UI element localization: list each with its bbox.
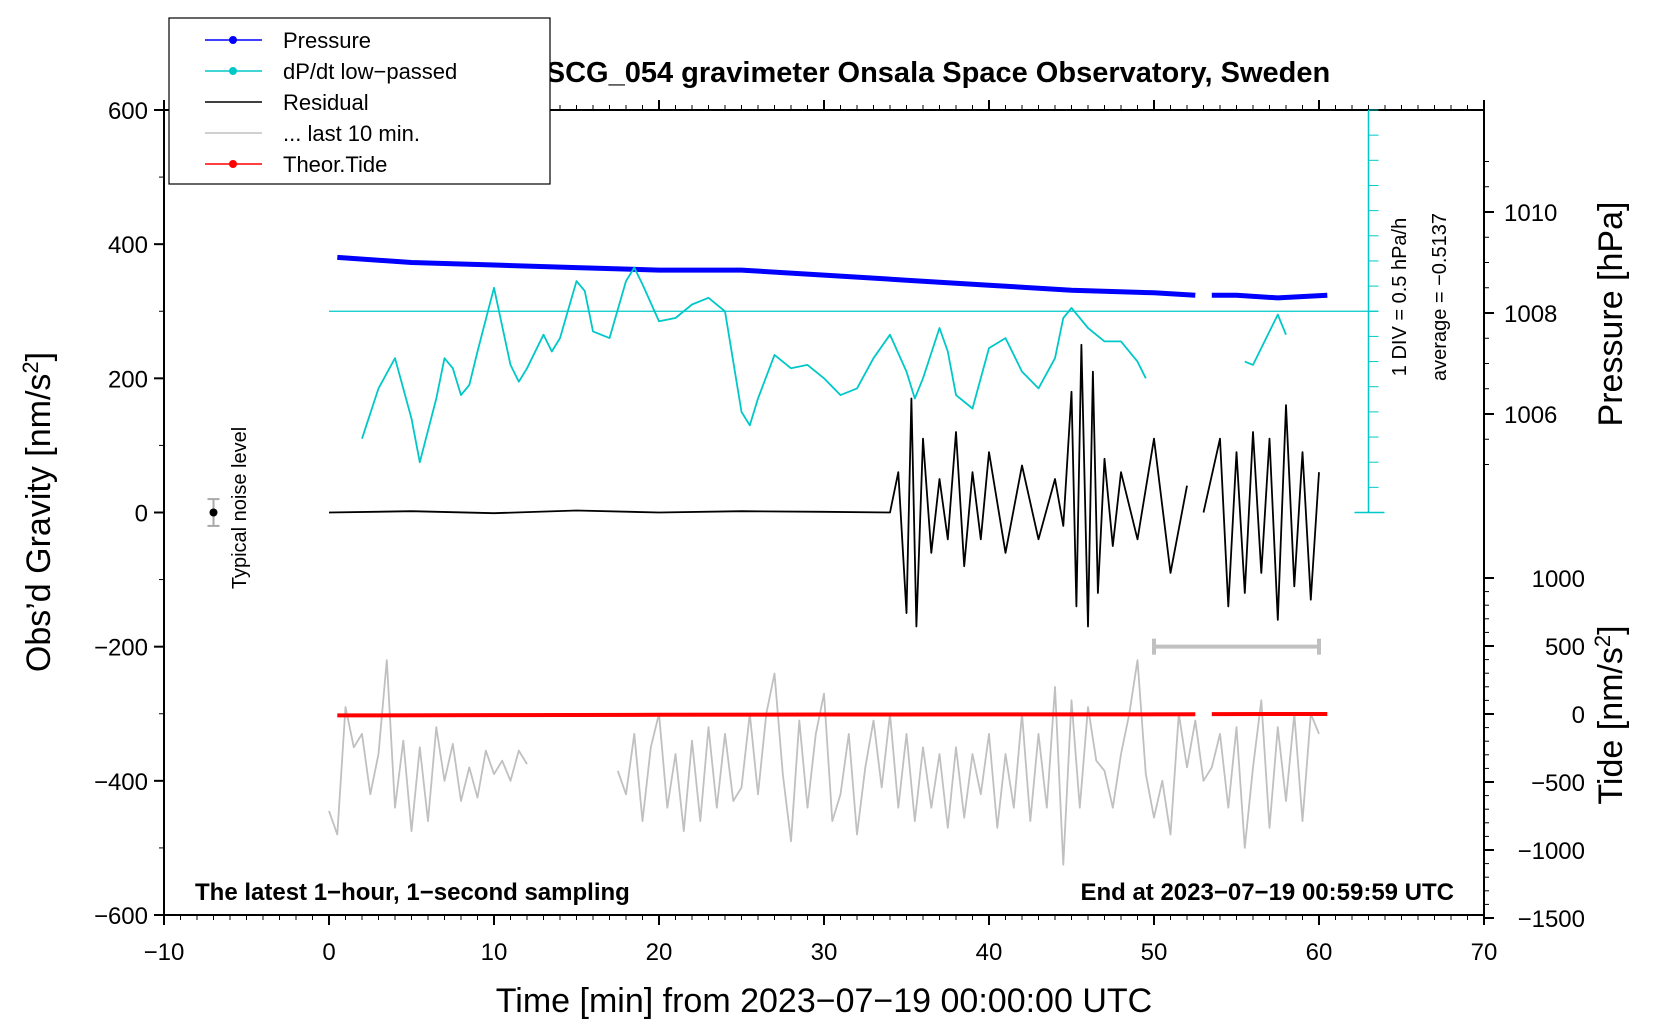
pressure-tick-label: 1006: [1504, 402, 1557, 429]
pressure-tick-label: 1010: [1504, 200, 1557, 227]
legend-label: Pressure: [283, 28, 371, 53]
y-tick-label: 0: [135, 501, 148, 528]
x-axis-title: Time [min] from 2023−07−19 00:00:00 UTC: [496, 982, 1152, 1020]
y-tick-label: 400: [108, 232, 148, 259]
series-line-pressure: [1211, 292, 1328, 301]
noise-label: Typical noise level: [229, 427, 251, 589]
series-line--last-10-min-: [328, 659, 528, 836]
series-line--last-10-min-: [616, 659, 1320, 866]
tide-tick-label: −1500: [1518, 906, 1585, 933]
tide-tick-label: −500: [1531, 770, 1585, 797]
y-tick-label: 600: [108, 98, 148, 125]
series-layer: [328, 254, 1328, 866]
legend-label: dP/dt low−passed: [283, 59, 457, 84]
y-axis-title-group: Obs’d Gravity [nm/s2]: [18, 352, 58, 672]
x-tick-label: 30: [811, 939, 838, 966]
series-line-residual: [1202, 404, 1320, 621]
x-tick-label: 60: [1306, 939, 1333, 966]
bottom-right-note: End at 2023−07−19 00:59:59 UTC: [1080, 879, 1454, 906]
scale-line2: average = −0.5137: [1429, 213, 1451, 381]
noise-label-group: Typical noise level: [229, 427, 251, 589]
x-tick-label: 70: [1471, 939, 1498, 966]
legend-box: [168, 17, 551, 185]
x-tick-label: 0: [322, 939, 335, 966]
x-tick-label: −10: [144, 939, 185, 966]
x-tick-label: 10: [481, 939, 508, 966]
legend-label: Theor.Tide: [283, 152, 387, 177]
y-axis-title: Obs’d Gravity [nm/s2]: [18, 352, 58, 672]
series-line-pressure: [337, 254, 1196, 298]
legend: Pressure dP/dt low−passed Residual ... last…: [168, 17, 551, 185]
x-tick-label: 20: [646, 939, 673, 966]
tide-tick-label: 500: [1545, 634, 1585, 661]
y-tick-label: −400: [94, 769, 148, 796]
legend-label: ... last 10 min.: [283, 121, 420, 146]
chart-title: SCG_054 gravimeter Onsala Space Observat…: [546, 57, 1330, 89]
series-line-dp-dt-low-passed: [1244, 313, 1287, 366]
tide-tick-label: −1000: [1518, 838, 1585, 865]
tide-tick-label: 1000: [1532, 566, 1585, 593]
pressure-axis-title: Pressure [hPa]: [1592, 202, 1630, 427]
scale-line1-group: 1 DIV = 0.5 hPa/h: [1389, 218, 1411, 376]
noise-point: [209, 508, 218, 517]
series-line-theor-tide: [337, 712, 1196, 718]
bottom-left-note: The latest 1−hour, 1−second sampling: [195, 879, 630, 906]
axis-ticks: −10 0 10 20 30 40 50 60 70 −600 −400 −200 0 200 400 600…: [94, 98, 1585, 966]
scale-line2-group: average = −0.5137: [1429, 213, 1451, 381]
scale-line1: 1 DIV = 0.5 hPa/h: [1389, 218, 1411, 376]
series-line-dp-dt-low-passed: [361, 266, 1147, 464]
tide-tick-label: 0: [1572, 702, 1585, 729]
tide-axis-title: Tide [nm/s2]: [1590, 625, 1630, 804]
pressure-axis-title-group: Pressure [hPa]: [1592, 202, 1630, 427]
y-tick-label: −200: [94, 635, 148, 662]
tide-axis-title-group: Tide [nm/s2]: [1590, 625, 1630, 804]
y-tick-label: −600: [94, 903, 148, 930]
legend-marker: [229, 67, 237, 75]
overlay-layer: [207, 109, 1385, 655]
legend-label: Residual: [283, 90, 369, 115]
series-line-residual: [328, 343, 1188, 628]
x-tick-label: 50: [1141, 939, 1168, 966]
legend-marker: [229, 36, 237, 44]
legend-marker: [229, 160, 237, 168]
y-tick-label: 200: [108, 366, 148, 393]
pressure-tick-label: 1008: [1504, 301, 1557, 328]
x-tick-label: 40: [976, 939, 1003, 966]
